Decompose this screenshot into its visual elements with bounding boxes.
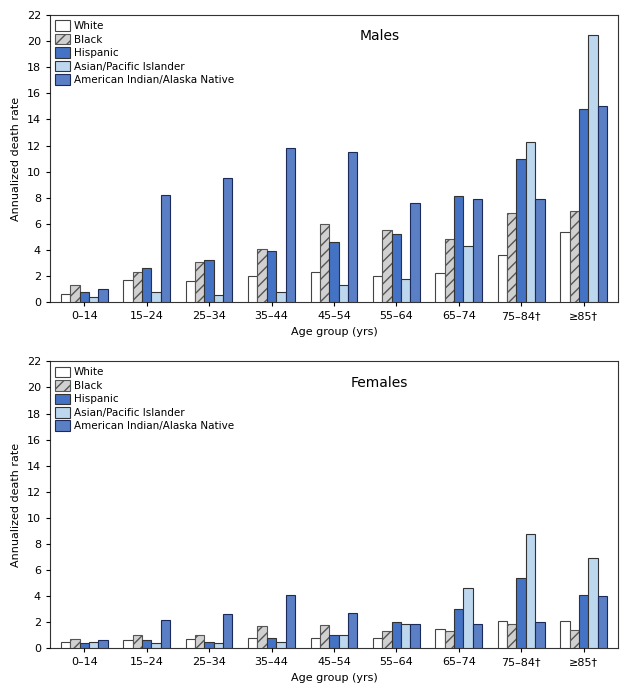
Bar [286, 595, 295, 648]
Bar [516, 158, 526, 302]
Bar [598, 106, 607, 302]
Bar [186, 639, 195, 648]
Bar [320, 223, 329, 302]
Bar [89, 642, 98, 648]
X-axis label: Age group (yrs): Age group (yrs) [291, 673, 377, 683]
Bar [526, 142, 535, 302]
Bar [445, 632, 454, 648]
Bar [80, 643, 89, 648]
Bar [161, 195, 170, 302]
Bar [560, 232, 569, 302]
Bar [98, 289, 108, 302]
Bar [392, 234, 401, 302]
Bar [498, 621, 507, 648]
Bar [329, 635, 338, 648]
Bar [223, 614, 233, 648]
Text: Males: Males [359, 29, 399, 44]
Bar [535, 623, 545, 648]
Bar [257, 248, 267, 302]
Bar [507, 213, 516, 302]
Bar [507, 623, 516, 648]
Bar [435, 273, 445, 302]
Bar [348, 613, 357, 648]
Bar [338, 635, 348, 648]
Text: Females: Females [350, 375, 408, 390]
Legend: White, Black, Hispanic, Asian/Pacific Islander, American Indian/Alaska Native: White, Black, Hispanic, Asian/Pacific Is… [53, 364, 236, 433]
Bar [348, 152, 357, 302]
Bar [70, 639, 80, 648]
Bar [186, 281, 195, 302]
Bar [311, 638, 320, 648]
Bar [276, 291, 286, 302]
Bar [373, 276, 382, 302]
Bar [579, 109, 588, 302]
Bar [560, 621, 569, 648]
Bar [569, 630, 579, 648]
Bar [311, 272, 320, 302]
Bar [598, 596, 607, 648]
Bar [223, 178, 233, 302]
Bar [435, 629, 445, 648]
Bar [382, 230, 392, 302]
Bar [535, 199, 545, 302]
Bar [152, 643, 161, 648]
Bar [392, 623, 401, 648]
Bar [329, 242, 338, 302]
Bar [382, 632, 392, 648]
Bar [123, 641, 133, 648]
Bar [257, 626, 267, 648]
Bar [89, 297, 98, 302]
Bar [214, 296, 223, 302]
Bar [373, 638, 382, 648]
Bar [248, 276, 257, 302]
Bar [133, 635, 142, 648]
Bar [152, 291, 161, 302]
Bar [516, 578, 526, 648]
Bar [276, 642, 286, 648]
Bar [410, 623, 420, 648]
Bar [70, 285, 80, 302]
Bar [588, 559, 598, 648]
X-axis label: Age group (yrs): Age group (yrs) [291, 327, 377, 337]
Bar [569, 211, 579, 302]
Bar [142, 641, 152, 648]
Legend: White, Black, Hispanic, Asian/Pacific Islander, American Indian/Alaska Native: White, Black, Hispanic, Asian/Pacific Is… [53, 18, 236, 87]
Bar [267, 638, 276, 648]
Bar [123, 280, 133, 302]
Bar [473, 199, 482, 302]
Bar [410, 203, 420, 302]
Bar [464, 246, 473, 302]
Bar [473, 623, 482, 648]
Bar [61, 294, 70, 302]
Bar [454, 196, 464, 302]
Bar [401, 278, 410, 302]
Bar [320, 625, 329, 648]
Bar [61, 642, 70, 648]
Bar [338, 285, 348, 302]
Bar [161, 620, 170, 648]
Bar [195, 262, 204, 302]
Bar [204, 642, 214, 648]
Bar [588, 35, 598, 302]
Bar [526, 534, 535, 648]
Bar [267, 251, 276, 302]
Y-axis label: Annualized death rate: Annualized death rate [11, 96, 21, 221]
Bar [286, 148, 295, 302]
Bar [579, 595, 588, 648]
Bar [214, 643, 223, 648]
Bar [401, 623, 410, 648]
Bar [80, 291, 89, 302]
Bar [195, 635, 204, 648]
Bar [464, 589, 473, 648]
Bar [454, 609, 464, 648]
Bar [248, 638, 257, 648]
Bar [204, 260, 214, 302]
Bar [498, 255, 507, 302]
Bar [142, 268, 152, 302]
Y-axis label: Annualized death rate: Annualized death rate [11, 443, 21, 567]
Bar [98, 641, 108, 648]
Bar [133, 272, 142, 302]
Bar [445, 239, 454, 302]
